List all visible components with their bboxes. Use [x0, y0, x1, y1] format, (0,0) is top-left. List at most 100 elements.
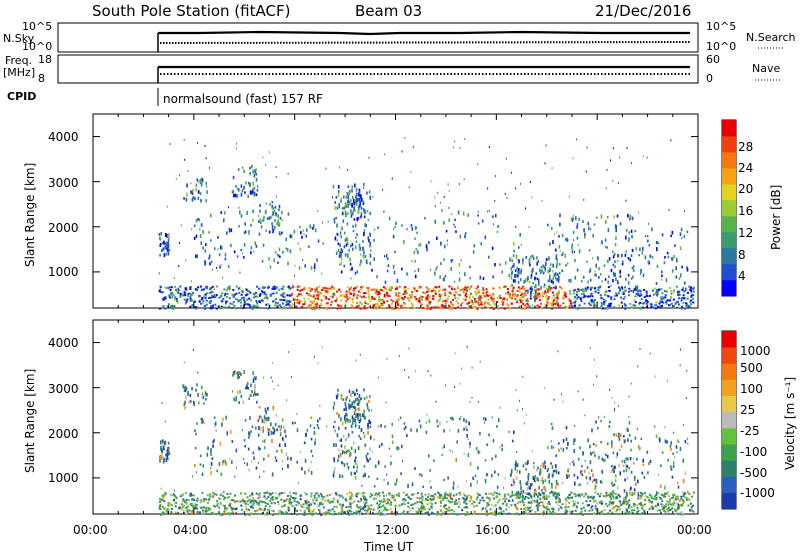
echo-cell	[329, 303, 332, 306]
echo-cell	[675, 285, 678, 288]
echo-cell	[193, 512, 196, 515]
echo-cell	[270, 430, 273, 435]
echo-cell	[501, 512, 504, 515]
echo-cell	[552, 491, 555, 494]
echo-cell	[251, 425, 254, 429]
echo-cell	[545, 303, 548, 306]
echo-cell	[684, 209, 686, 212]
echo-cell	[531, 196, 533, 199]
echo-cell	[631, 216, 634, 221]
echo-cell	[338, 414, 340, 418]
echo-cell	[648, 261, 650, 265]
echo-cell	[658, 288, 661, 291]
echo-cell	[581, 470, 583, 473]
echo-cell	[671, 475, 674, 479]
echo-cell	[278, 512, 281, 515]
echo-cell	[224, 302, 227, 305]
echo-cell	[184, 401, 186, 405]
echo-cell	[629, 258, 632, 262]
echo-cell	[625, 508, 628, 511]
echo-cell	[338, 203, 341, 208]
echo-cell	[473, 297, 476, 300]
echo-cell	[511, 490, 514, 495]
echo-cell	[302, 503, 305, 506]
echo-cell	[550, 302, 553, 305]
echo-cell	[312, 224, 315, 228]
echo-cell	[383, 508, 386, 511]
echo-cell	[364, 296, 367, 299]
echo-cell	[283, 296, 286, 299]
echo-cell	[388, 447, 390, 450]
echo-cell	[369, 261, 372, 266]
echo-cell	[313, 306, 316, 309]
echo-cell	[389, 503, 392, 506]
echo-cell	[682, 294, 685, 297]
echo-cell	[206, 494, 209, 497]
echo-cell	[395, 287, 398, 290]
echo-cell	[361, 512, 364, 515]
echo-cell	[344, 415, 346, 418]
echo-cell	[576, 138, 578, 141]
echo-cell	[313, 294, 316, 297]
echo-cell	[482, 291, 485, 294]
echo-cell	[219, 501, 222, 504]
echo-cell	[562, 438, 565, 443]
echo-cell	[339, 166, 341, 169]
echo-cell	[183, 403, 186, 406]
echo-cell	[614, 492, 617, 495]
echo-cell	[340, 304, 343, 307]
echo-cell	[421, 504, 424, 507]
echo-cell	[349, 418, 351, 422]
echo-cell	[499, 263, 501, 267]
echo-cell	[428, 289, 431, 292]
echo-cell	[487, 210, 489, 213]
echo-cell	[351, 415, 354, 420]
echo-cell	[511, 265, 514, 268]
echo-cell	[455, 502, 458, 505]
echo-cell	[449, 497, 452, 500]
echo-cell	[168, 286, 171, 289]
echo-cell	[382, 494, 385, 497]
echo-cell	[484, 417, 487, 421]
echo-cell	[359, 263, 361, 267]
echo-cell	[361, 492, 364, 495]
echo-cell	[185, 502, 188, 505]
echo-cell	[161, 495, 164, 498]
echo-cell	[541, 496, 544, 499]
echo-cell	[600, 480, 603, 484]
echo-cell	[162, 247, 165, 251]
echo-cell	[276, 302, 279, 305]
echo-cell	[439, 297, 442, 300]
echo-cell	[163, 253, 166, 258]
echo-cell	[521, 492, 524, 495]
echo-cell	[171, 307, 174, 310]
echo-cell	[443, 429, 445, 433]
echo-cell	[378, 295, 381, 298]
echo-cell	[511, 439, 514, 443]
echo-cell	[692, 510, 695, 513]
echo-cell	[363, 255, 365, 259]
echo-cell	[467, 494, 470, 497]
echo-cell	[555, 485, 557, 489]
echo-cell	[662, 495, 665, 498]
echo-cell	[167, 441, 170, 445]
echo-cell	[590, 468, 593, 473]
echo-cell	[204, 422, 206, 425]
echo-cell	[332, 405, 335, 410]
echo-cell	[296, 500, 299, 503]
echo-cell	[450, 492, 453, 495]
echo-cell	[242, 498, 245, 501]
echo-cell	[522, 464, 525, 468]
echo-cell	[603, 458, 606, 462]
echo-cell	[482, 294, 485, 297]
echo-cell	[344, 401, 347, 406]
echo-cell	[299, 293, 302, 296]
echo-cell	[520, 292, 523, 295]
echo-cell	[570, 496, 573, 499]
echo-cell	[429, 307, 432, 310]
echo-cell	[296, 301, 299, 304]
echo-cell	[294, 492, 297, 495]
echo-cell	[393, 307, 396, 310]
echo-cell	[525, 496, 528, 499]
echo-cell	[350, 393, 352, 397]
